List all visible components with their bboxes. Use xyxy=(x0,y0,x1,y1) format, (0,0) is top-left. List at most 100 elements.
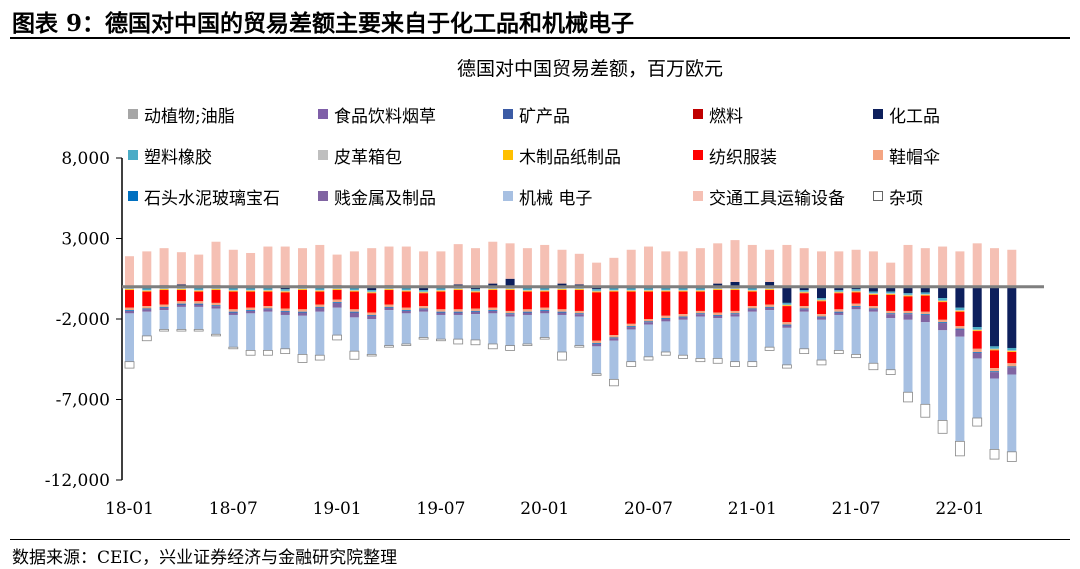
bar-segment xyxy=(886,294,896,295)
bar-segment xyxy=(176,306,186,330)
legend-swatch xyxy=(873,109,883,119)
bar-segment xyxy=(747,290,757,292)
bar-segment xyxy=(245,349,256,356)
bar-segment xyxy=(868,294,878,295)
bar-segment xyxy=(834,311,844,313)
bar-segment xyxy=(938,301,948,303)
bar-segment xyxy=(972,358,982,419)
bar-segment xyxy=(678,290,688,291)
bar-segment xyxy=(765,306,775,308)
legend-label: 交通工具运输设备 xyxy=(709,188,845,209)
bar-segment xyxy=(990,350,999,369)
bar-segment xyxy=(246,307,256,311)
bar-segment xyxy=(522,343,533,346)
bar-segment xyxy=(367,315,377,319)
bar-segment xyxy=(367,248,377,287)
bar-segment xyxy=(280,308,290,311)
bar-segment xyxy=(505,345,516,351)
bar-segment xyxy=(557,289,567,291)
bar-segment xyxy=(419,291,429,293)
bar-segment xyxy=(730,361,740,367)
bar-segment xyxy=(142,251,152,287)
bar-segment xyxy=(298,248,307,286)
bar-segment xyxy=(834,291,844,293)
bar-segment xyxy=(142,288,152,291)
bar-segment xyxy=(903,294,913,296)
bar-segment xyxy=(419,293,429,307)
bar-segment xyxy=(366,354,377,357)
bar-segment xyxy=(695,358,706,363)
bar-segment xyxy=(955,307,965,311)
bar-segment xyxy=(298,288,307,290)
bar-segment xyxy=(713,290,723,313)
bar-segment xyxy=(817,314,826,317)
bar-segment xyxy=(834,286,844,291)
x-tick-label: 18-01 xyxy=(105,499,154,519)
bar-segment xyxy=(990,368,999,372)
bar-segment xyxy=(886,286,896,292)
bar-segment xyxy=(955,326,965,329)
legend-item: 交通工具运输设备 xyxy=(693,178,873,214)
legend-swatch xyxy=(503,191,513,201)
bar-segment xyxy=(938,323,948,331)
bar-segment xyxy=(280,310,290,312)
bar-segment xyxy=(868,291,878,294)
bar-segment xyxy=(644,291,653,319)
bar-segment xyxy=(142,290,152,291)
bar-segment xyxy=(453,314,463,340)
bar-segment xyxy=(315,304,325,307)
bar-segment xyxy=(540,290,550,291)
bar-segment xyxy=(730,310,740,314)
y-tick-label: 3,000 xyxy=(61,230,110,250)
bar-segment xyxy=(228,249,238,287)
bar-segment xyxy=(592,289,602,291)
bar-segment xyxy=(246,290,256,291)
bar-segment xyxy=(747,244,757,287)
bar-segment xyxy=(955,329,965,337)
bar-segment xyxy=(436,291,446,310)
bar-segment xyxy=(193,329,204,332)
bar-segment xyxy=(522,311,532,313)
bar-segment xyxy=(747,290,757,291)
bar-segment xyxy=(488,289,498,291)
chart-title: 德国对中国贸易差额，百万欧元 xyxy=(456,58,723,80)
bar-segment xyxy=(332,302,342,308)
bar-segment xyxy=(280,311,290,315)
bar-segment xyxy=(713,315,723,319)
bar-segment xyxy=(471,290,480,292)
bar-segment xyxy=(851,354,861,359)
bar-segment xyxy=(799,291,809,293)
bar-segment xyxy=(990,346,999,349)
bar-segment xyxy=(678,251,688,287)
bar-segment xyxy=(332,288,342,290)
legend-swatch xyxy=(128,191,138,201)
bar-segment xyxy=(695,248,705,287)
bar-segment xyxy=(125,313,134,362)
legend-swatch xyxy=(873,191,883,201)
bar-segment xyxy=(626,329,636,362)
x-tick-label: 21-01 xyxy=(728,499,777,519)
x-tick-label: 18-07 xyxy=(209,499,258,519)
bar-segment xyxy=(955,310,965,312)
bar-segment xyxy=(626,323,636,327)
bar-segment xyxy=(349,350,360,360)
bar-segment xyxy=(955,286,965,308)
bar-segment xyxy=(661,291,671,316)
bar-segment xyxy=(419,306,429,309)
bar-segment xyxy=(799,311,809,349)
bar-segment xyxy=(713,312,723,315)
bar-segment xyxy=(488,283,498,287)
legend-swatch xyxy=(503,109,513,119)
bar-segment xyxy=(851,309,861,355)
bar-segment xyxy=(263,311,273,351)
x-tick-label: 20-01 xyxy=(520,499,569,519)
bar-segment xyxy=(886,291,896,294)
bar-segment xyxy=(851,292,861,304)
bar-segment xyxy=(920,322,930,405)
bar-segment xyxy=(972,330,982,332)
bar-segment xyxy=(194,254,204,287)
bar-segment xyxy=(436,290,446,291)
bar-segment xyxy=(592,343,602,347)
legend-item: 木制品纸制品 xyxy=(503,137,693,173)
legend-label: 燃料 xyxy=(709,106,743,127)
